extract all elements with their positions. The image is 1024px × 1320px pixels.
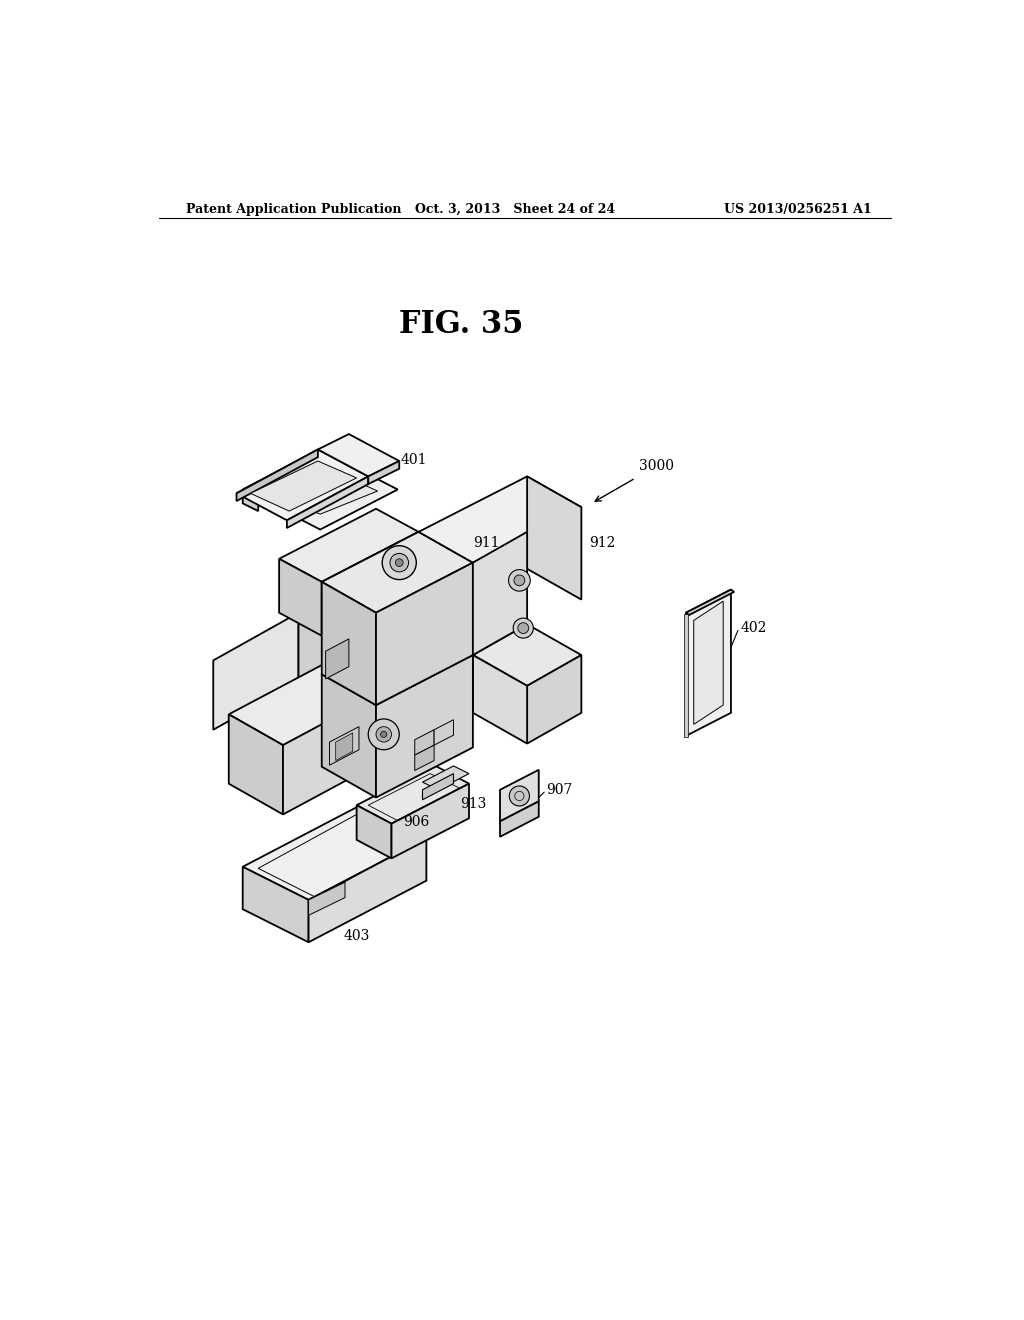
Polygon shape <box>500 801 539 837</box>
Text: 3000: 3000 <box>640 459 675 474</box>
Polygon shape <box>684 614 687 738</box>
Polygon shape <box>299 612 352 713</box>
Text: FIG. 35: FIG. 35 <box>399 309 523 339</box>
Text: 912: 912 <box>589 536 615 550</box>
Polygon shape <box>322 624 473 705</box>
Polygon shape <box>352 589 461 713</box>
Text: 403: 403 <box>343 929 370 942</box>
Polygon shape <box>237 449 317 502</box>
Polygon shape <box>527 655 582 743</box>
Circle shape <box>382 545 417 579</box>
Text: 402: 402 <box>740 622 767 635</box>
Polygon shape <box>243 805 426 900</box>
Circle shape <box>518 623 528 634</box>
Polygon shape <box>243 867 308 942</box>
Text: 907: 907 <box>547 783 572 797</box>
Polygon shape <box>322 532 419 636</box>
Polygon shape <box>423 766 469 789</box>
Text: Oct. 3, 2013   Sheet 24 of 24: Oct. 3, 2013 Sheet 24 of 24 <box>416 203 615 216</box>
Polygon shape <box>415 730 434 755</box>
Circle shape <box>390 553 409 572</box>
Polygon shape <box>330 726 359 766</box>
Text: Patent Application Publication: Patent Application Publication <box>186 203 401 216</box>
Polygon shape <box>258 465 378 515</box>
Polygon shape <box>308 882 345 915</box>
Polygon shape <box>423 774 454 800</box>
Polygon shape <box>419 477 582 562</box>
Polygon shape <box>360 789 391 821</box>
Polygon shape <box>228 665 376 744</box>
Polygon shape <box>434 719 454 744</box>
Polygon shape <box>473 532 527 655</box>
Polygon shape <box>693 601 723 725</box>
Polygon shape <box>280 558 322 636</box>
Circle shape <box>514 576 524 586</box>
Circle shape <box>509 570 530 591</box>
Polygon shape <box>317 434 399 477</box>
Polygon shape <box>376 562 473 705</box>
Circle shape <box>376 726 391 742</box>
Polygon shape <box>369 461 399 484</box>
Text: US 2013/0256251 A1: US 2013/0256251 A1 <box>724 203 872 216</box>
Text: 401: 401 <box>400 453 427 467</box>
Polygon shape <box>326 639 349 678</box>
Polygon shape <box>228 714 283 814</box>
Polygon shape <box>322 532 473 612</box>
Polygon shape <box>243 449 397 529</box>
Polygon shape <box>473 655 527 743</box>
Polygon shape <box>391 784 469 858</box>
Text: 906: 906 <box>403 816 429 829</box>
Polygon shape <box>251 461 356 511</box>
Text: 913: 913 <box>460 797 486 810</box>
Polygon shape <box>280 508 419 582</box>
Circle shape <box>369 719 399 750</box>
Polygon shape <box>336 733 352 760</box>
Text: 911: 911 <box>473 536 500 550</box>
Polygon shape <box>283 696 376 814</box>
Polygon shape <box>686 590 734 615</box>
Circle shape <box>509 785 529 807</box>
Polygon shape <box>356 805 391 858</box>
Polygon shape <box>322 582 376 705</box>
Polygon shape <box>308 838 426 942</box>
Polygon shape <box>376 655 473 797</box>
Circle shape <box>381 731 387 738</box>
Polygon shape <box>415 744 434 771</box>
Polygon shape <box>243 490 258 511</box>
Polygon shape <box>500 770 539 821</box>
Polygon shape <box>299 557 461 644</box>
Circle shape <box>395 558 403 566</box>
Polygon shape <box>473 624 582 686</box>
Polygon shape <box>356 766 469 824</box>
Polygon shape <box>686 590 731 737</box>
Circle shape <box>513 618 534 638</box>
Polygon shape <box>322 675 376 797</box>
Polygon shape <box>237 449 369 520</box>
Polygon shape <box>213 612 299 730</box>
Polygon shape <box>287 477 369 528</box>
Polygon shape <box>527 477 582 599</box>
